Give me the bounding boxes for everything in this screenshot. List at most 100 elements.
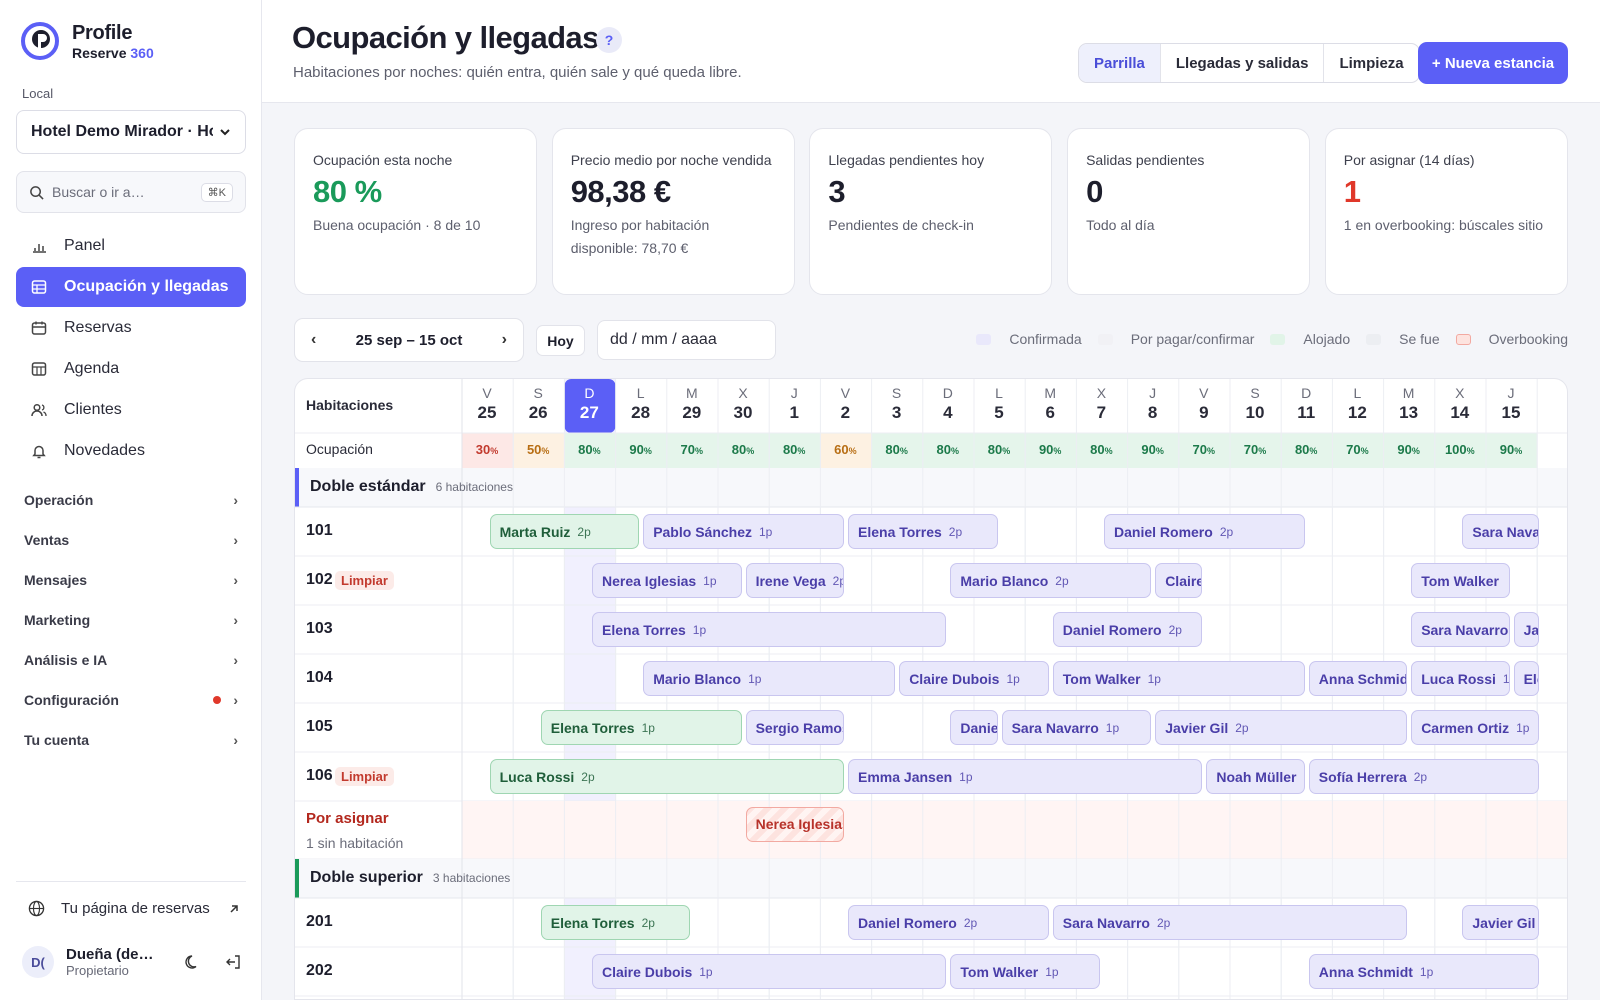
booking-bar[interactable]: Daniel Romero 2p <box>1052 612 1203 647</box>
booking-bar[interactable]: Javier Gil <box>1462 905 1539 940</box>
user-name: Dueña (de… <box>66 946 154 963</box>
sidebar-item-novedades[interactable]: Novedades <box>16 431 246 471</box>
local-select[interactable]: Hotel Demo Mirador · Hotel <box>16 110 246 154</box>
next-range-button[interactable]: › <box>501 331 507 348</box>
booking-bar[interactable]: Luca Rossi 1p <box>1411 661 1510 696</box>
nav-group-label: Ventas <box>24 532 70 548</box>
booking-bar[interactable]: Irene Vega 2p <box>745 563 844 598</box>
booking-guest-name: Claire Dubois <box>909 670 1000 687</box>
booking-bar[interactable]: Elena Torres 1p <box>592 612 947 647</box>
nav-group-label: Configuración <box>24 692 119 708</box>
booking-bar[interactable]: Elena Torres 2p <box>540 905 691 940</box>
booking-bar[interactable]: Mario Blanco 1p <box>643 661 896 696</box>
room-number: 101 <box>306 522 333 539</box>
sidebar-item-reservas[interactable]: Reservas <box>16 308 246 348</box>
occupancy-value: 70% <box>1243 442 1267 457</box>
sidebar-item-panel[interactable]: Panel <box>16 226 246 266</box>
booking-bar[interactable]: Tom Walker 1p <box>1052 661 1305 696</box>
stat-value: 0 <box>1086 174 1103 209</box>
occupancy-cell <box>1434 433 1486 468</box>
booking-bar[interactable]: Nerea Iglesias <box>745 806 844 842</box>
search-input[interactable]: Buscar o ir a… ⌘K <box>16 171 246 213</box>
booking-bar[interactable]: Claire <box>1155 563 1203 598</box>
booking-guest-name: Sergio Ramos <box>755 719 844 736</box>
nav-group-marketing[interactable]: Marketing › <box>16 600 246 640</box>
booking-guest-name: Sara Navarro <box>1062 914 1150 931</box>
cleaning-badge: Limpiar <box>335 571 394 590</box>
day-of-week: J <box>1507 385 1515 401</box>
occupancy-cell <box>1178 433 1230 468</box>
booking-bar[interactable]: Daniel Romero 2p <box>848 905 1049 940</box>
booking-bar[interactable]: Tom Walker 1p <box>950 954 1100 989</box>
nav-group-tu-cuenta[interactable]: Tu cuenta › <box>16 720 246 760</box>
booking-guest-count: 2p <box>1413 769 1428 784</box>
nav-group-configuracion[interactable]: Configuración › <box>16 680 246 720</box>
booking-bar[interactable]: Emma Jansen 1p <box>848 759 1203 794</box>
tab-llegadas-y-salidas[interactable]: Llegadas y salidas <box>1161 44 1325 82</box>
unassigned-row-bg <box>462 801 1567 859</box>
day-number: 10 <box>1245 403 1265 422</box>
booking-bar[interactable]: Elena Torres 2p <box>848 514 998 549</box>
tab-limpieza[interactable]: Limpieza <box>1339 54 1404 72</box>
category-count: 3 habitaciones <box>432 871 511 885</box>
bell-icon <box>30 442 48 460</box>
day-of-week: X <box>1096 385 1107 401</box>
user-menu[interactable]: D( Dueña (de… Propietario <box>22 940 242 984</box>
logout-icon[interactable] <box>224 953 242 971</box>
category-accent <box>295 468 299 507</box>
booking-bar[interactable]: Carmen Ortiz 1p <box>1411 710 1539 745</box>
globe-icon <box>28 900 45 917</box>
day-of-week: X <box>738 385 748 401</box>
day-number: 5 <box>994 403 1004 422</box>
booking-bar[interactable]: Javier <box>1513 612 1539 647</box>
booking-bar[interactable]: Luca Rossi 2p <box>489 759 844 794</box>
booking-bar[interactable]: Daniel Romero 2p <box>1104 514 1305 549</box>
booking-bar[interactable]: Tom Walker <box>1411 563 1510 598</box>
booking-bar[interactable]: Sofía Herrera 2p <box>1308 759 1539 794</box>
booking-bar[interactable]: Claire Dubois 1p <box>899 661 1049 696</box>
stat-value: 98,38 € <box>570 174 671 209</box>
today-header <box>564 379 616 433</box>
booking-bar[interactable]: Sara Navarro 2p <box>1052 905 1408 940</box>
booking-bar[interactable]: Daniel <box>950 710 998 745</box>
today-button[interactable]: Hoy <box>536 325 585 356</box>
prev-range-button[interactable]: ‹ <box>311 331 317 348</box>
occupancy-cell <box>922 433 974 468</box>
category-row <box>295 468 1567 507</box>
sidebar-item-clientes[interactable]: Clientes <box>16 390 246 430</box>
nav-group-ventas[interactable]: Ventas › <box>16 520 246 560</box>
booking-bar[interactable]: Nerea Iglesias 1p <box>592 563 742 598</box>
nav-group-label: Operación <box>24 492 94 508</box>
booking-bar[interactable]: Sergio Ramos <box>745 710 844 745</box>
booking-bar[interactable]: Noah Müller <box>1206 759 1305 794</box>
booking-bar[interactable]: Sara Navarro 1p <box>1001 710 1152 745</box>
booking-bar[interactable]: Mario Blanco 2p <box>950 563 1152 598</box>
booking-bar[interactable]: Pablo Sánchez 1p <box>643 514 844 549</box>
occupancy-cell <box>1383 433 1435 468</box>
booking-guest-name: Javier Gil <box>1472 914 1536 931</box>
legend-item-se-fue: Se fue <box>1366 331 1440 347</box>
booking-bar[interactable]: Anna Schmidt <box>1308 661 1408 696</box>
nav-group-mensajes[interactable]: Mensajes › <box>16 560 246 600</box>
booking-bar[interactable]: Marta Ruiz 2p <box>489 514 640 549</box>
moon-icon[interactable] <box>184 953 202 971</box>
booking-bar[interactable]: Claire Dubois 1p <box>592 954 947 989</box>
date-input[interactable]: dd / mm / aaaa <box>597 320 776 360</box>
booking-bar[interactable]: Elena <box>1513 661 1539 696</box>
booking-bar[interactable]: Elena Torres 1p <box>540 710 742 745</box>
help-button[interactable]: ? <box>596 27 622 53</box>
booking-bar[interactable]: Javier Gil 2p <box>1155 710 1408 745</box>
view-tabs: Parrilla Llegadas y salidas Limpieza <box>1078 43 1420 83</box>
nav-group-operacion[interactable]: Operación › <box>16 480 246 520</box>
booking-bar[interactable]: Sara Navarro <box>1411 612 1510 647</box>
booking-guest-name: Nerea Iglesias <box>602 572 697 589</box>
new-stay-button[interactable]: + Nueva estancia <box>1418 42 1568 84</box>
booking-bar[interactable]: Sara Navarro <box>1462 514 1539 549</box>
sidebar-item-ocupacion-y-llegadas[interactable]: Ocupación y llegadas <box>16 267 246 307</box>
booking-page-link[interactable]: Tu página de reservas <box>28 900 240 917</box>
day-number: 9 <box>1199 403 1209 422</box>
nav-group-analisis-e-ia[interactable]: Análisis e IA › <box>16 640 246 680</box>
booking-bar[interactable]: Anna Schmidt 1p <box>1308 954 1539 989</box>
tab-parrilla[interactable]: Parrilla <box>1079 44 1161 82</box>
sidebar-item-agenda[interactable]: Agenda <box>16 349 246 389</box>
